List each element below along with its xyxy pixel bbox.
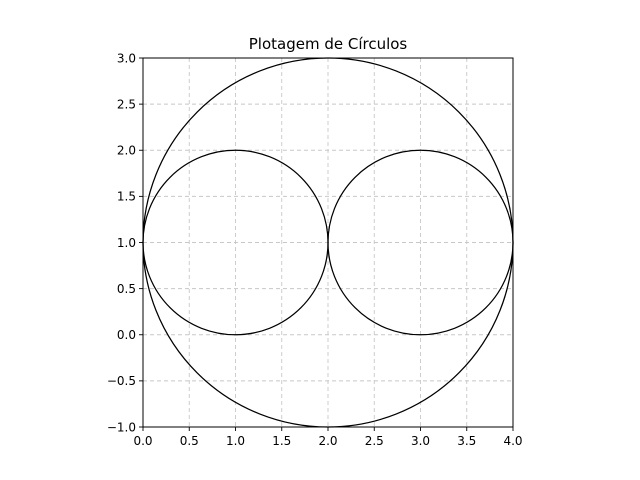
y-tick-label: 0.5 <box>117 282 136 296</box>
x-axis: 0.0 0.5 1.0 1.5 2.0 2.5 3.0 3.5 4.0 <box>133 427 523 448</box>
y-tick-label: 2.5 <box>117 97 136 111</box>
y-tick-label: 2.0 <box>117 144 136 158</box>
y-tick-label: −0.5 <box>107 374 136 388</box>
x-tick-label: 0.5 <box>180 434 199 448</box>
x-tick-label: 0.0 <box>133 434 152 448</box>
x-tick-label: 4.0 <box>503 434 522 448</box>
y-tick-label: 1.5 <box>117 190 136 204</box>
chart-title: Plotagem de Círculos <box>249 35 408 53</box>
x-tick-label: 2.0 <box>318 434 337 448</box>
x-tick-label: 3.0 <box>411 434 430 448</box>
y-tick-label: −1.0 <box>107 420 136 434</box>
y-tick-label: 0.0 <box>117 328 136 342</box>
x-tick-label: 1.5 <box>272 434 291 448</box>
y-axis: −1.0 −0.5 0.0 0.5 1.0 1.5 2.0 2.5 3.0 <box>107 51 143 434</box>
x-tick-label: 2.5 <box>365 434 384 448</box>
x-tick-label: 1.0 <box>226 434 245 448</box>
y-tick-label: 1.0 <box>117 236 136 250</box>
y-tick-label: 3.0 <box>117 51 136 65</box>
x-tick-label: 3.5 <box>457 434 476 448</box>
